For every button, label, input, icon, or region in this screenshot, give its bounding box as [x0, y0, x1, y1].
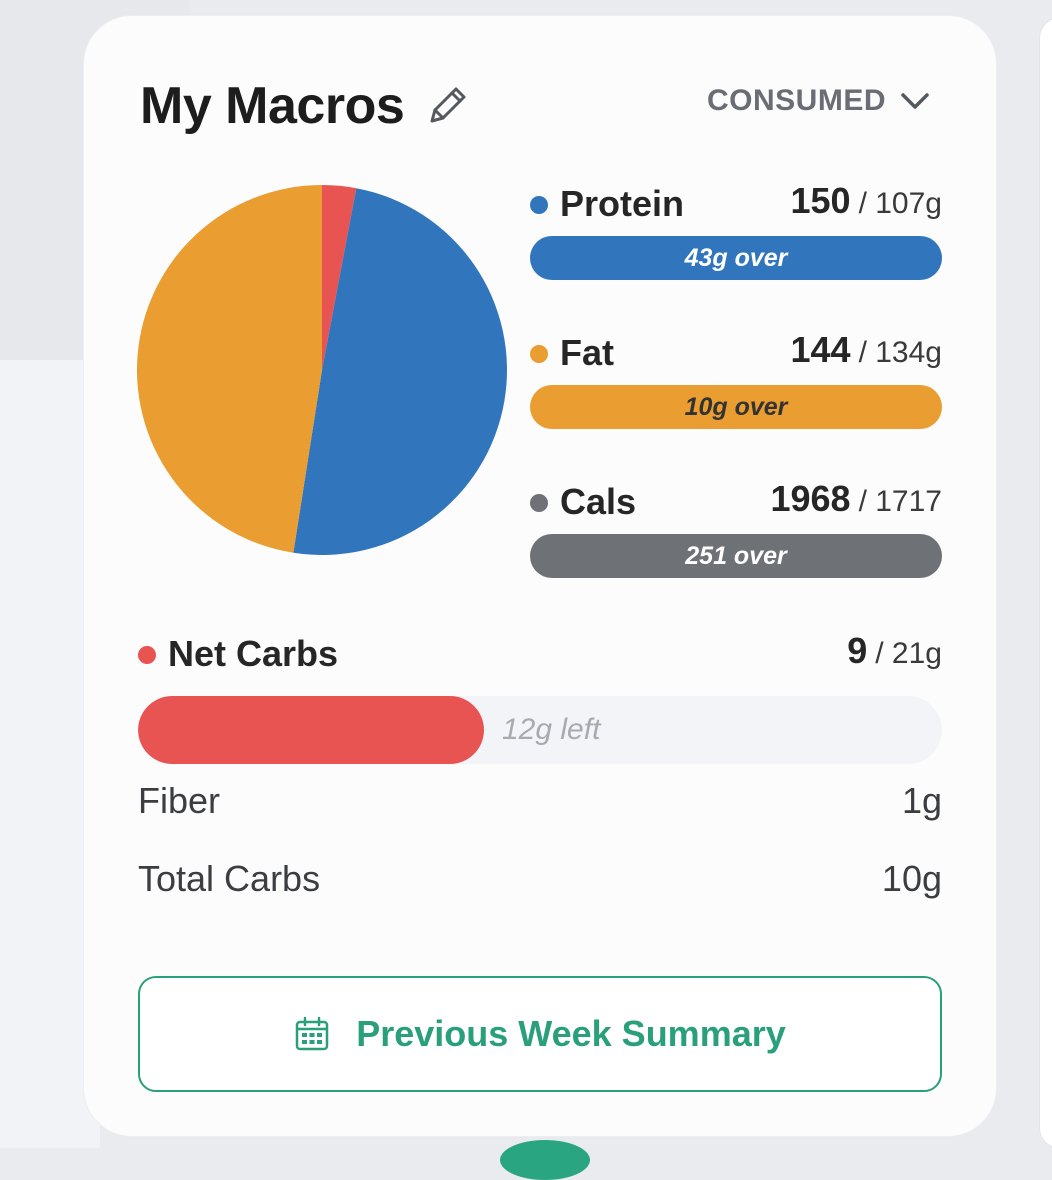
- macro-label: Protein: [560, 183, 685, 224]
- macro-goal: / 134g: [858, 336, 942, 369]
- net-carbs-status: 12g left: [502, 713, 601, 746]
- net-carbs-progress-bar: 12g left: [138, 696, 942, 764]
- net-carbs-goal: / 21g: [875, 637, 942, 670]
- macro-consumed: 144: [790, 329, 851, 370]
- net-carbs-dot: [138, 646, 156, 664]
- cals-progress-bar: 251 over: [530, 534, 942, 578]
- chevron-down-icon: [901, 93, 929, 109]
- net-carbs-section: Net Carbs 9/ 21g 12g left: [138, 630, 942, 764]
- pie-slice-fat: [137, 185, 322, 553]
- detail-label: Fiber: [138, 780, 221, 821]
- consumed-dropdown-label: CONSUMED: [706, 84, 886, 117]
- card-title: My Macros: [140, 77, 405, 135]
- macro-protein: Protein 150/ 107g 43g over: [530, 180, 942, 280]
- card-header: My Macros: [140, 76, 470, 136]
- macro-status: 251 over: [685, 541, 787, 570]
- fiber-row: Fiber 1g: [138, 780, 942, 822]
- cals-dot: [530, 494, 548, 512]
- detail-value: 10g: [881, 858, 942, 899]
- macro-cals: Cals 1968/ 1717 251 over: [530, 478, 942, 578]
- macro-consumed: 150: [790, 180, 851, 221]
- macro-status: 43g over: [684, 243, 788, 272]
- macro-label: Cals: [560, 481, 637, 522]
- net-carbs-consumed: 9: [847, 630, 868, 671]
- macro-goal: / 107g: [858, 187, 942, 220]
- calendar-icon: [295, 1016, 329, 1051]
- consumed-dropdown[interactable]: CONSUMED: [707, 84, 930, 118]
- total-carbs-row: Total Carbs 10g: [138, 858, 942, 900]
- previous-week-summary-button[interactable]: Previous Week Summary: [138, 976, 942, 1092]
- floating-action-button[interactable]: [500, 1140, 590, 1180]
- pie-slice-protein: [293, 188, 508, 556]
- detail-value: 1g: [901, 780, 942, 821]
- macro-consumed: 1968: [770, 478, 851, 519]
- macro-goal: / 1717: [858, 485, 942, 518]
- detail-label: Total Carbs: [138, 858, 321, 899]
- net-carbs-progress-fill: [138, 696, 484, 764]
- net-carbs-label: Net Carbs: [168, 633, 339, 674]
- fat-progress-bar: 10g over: [530, 385, 942, 429]
- macros-card: My Macros CONSUMED Protein 150/ 107: [84, 16, 996, 1136]
- background-panel: [0, 360, 100, 1148]
- macros-pie-chart: [137, 185, 508, 556]
- summary-button-label: Previous Week Summary: [356, 1013, 786, 1054]
- macro-label: Fat: [560, 332, 614, 373]
- fat-dot: [530, 345, 548, 363]
- macro-status: 10g over: [684, 392, 788, 421]
- pie-slice-net-carbs: [322, 185, 357, 370]
- pencil-icon[interactable]: [424, 83, 470, 129]
- protein-progress-bar: 43g over: [530, 236, 942, 280]
- macro-fat: Fat 144/ 134g 10g over: [530, 329, 942, 429]
- adjacent-card: [1040, 18, 1052, 1148]
- protein-dot: [530, 196, 548, 214]
